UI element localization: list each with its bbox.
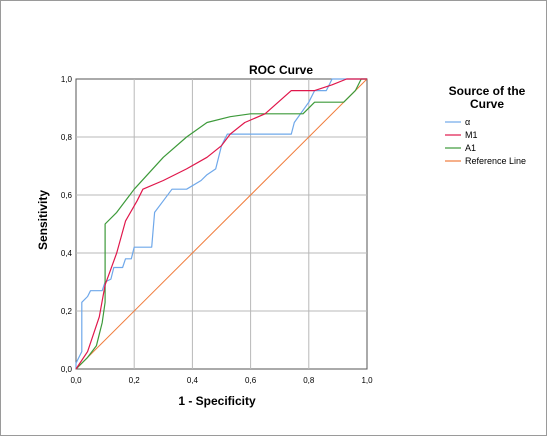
series-lines (75, 78, 368, 370)
x-axis-label: 1 - Specificity (178, 394, 256, 408)
legend-title-line-1: Source of the (449, 84, 526, 98)
series-line-reference-line (75, 78, 368, 370)
x-tick-label: 1,0 (361, 376, 373, 385)
legend-title-line-2: Curve (470, 97, 504, 111)
legend-label: A1 (465, 143, 476, 153)
chart-title: ROC Curve (249, 63, 313, 77)
legend-label: Reference Line (465, 156, 526, 166)
x-tick-label: 0,2 (129, 376, 141, 385)
x-tick-label: 0,4 (187, 376, 199, 385)
y-tick-label: 0,6 (61, 191, 73, 200)
x-tick-label: 0,6 (245, 376, 257, 385)
y-tick-label: 0,4 (61, 249, 73, 258)
legend: α M1 A1 Reference Line (445, 117, 526, 166)
x-tick-label: 0,0 (70, 376, 82, 385)
axis-ticks: 0,0 0,2 0,4 0,6 0,8 1,0 0,0 0,2 0,4 0,6 0,8 1,0 (61, 75, 373, 385)
legend-label: M1 (465, 130, 478, 140)
y-tick-label: 0,2 (61, 307, 73, 316)
series-line-- (75, 78, 367, 369)
x-tick-label: 0,8 (303, 376, 315, 385)
y-tick-label: 1,0 (61, 75, 73, 84)
series-line-m1 (75, 78, 367, 370)
y-tick-label: 0,0 (61, 365, 73, 374)
y-tick-label: 0,8 (61, 133, 73, 142)
gridlines (76, 79, 367, 369)
series-line-a1 (75, 78, 367, 370)
y-axis-label: Sensitivity (36, 190, 50, 250)
legend-label: α (465, 117, 470, 127)
